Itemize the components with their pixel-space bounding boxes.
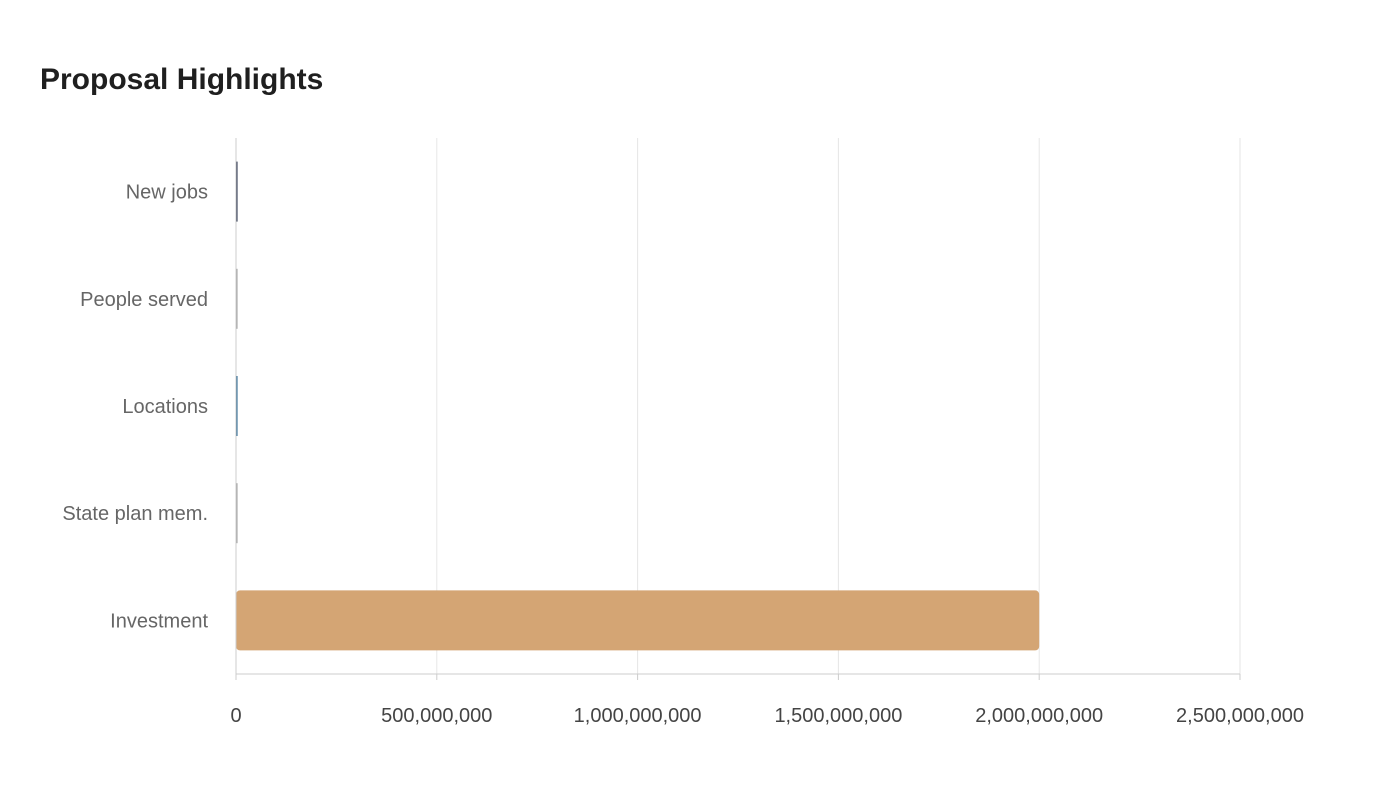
- bar-people-served: [236, 268, 238, 329]
- x-tick-labels: 0 500,000,000 1,000,000,000 1,500,000,000 2,…: [230, 705, 1304, 727]
- category-labels: New jobs People served Locations State plan…: [62, 182, 208, 633]
- category-label: New jobs: [126, 182, 208, 204]
- bar-new-jobs: [236, 161, 238, 222]
- x-tick-label: 1,000,000,000: [574, 705, 702, 727]
- category-label: Locations: [122, 396, 208, 418]
- bar-locations: [236, 376, 238, 436]
- category-label: State plan mem.: [62, 503, 208, 525]
- x-tick-label: 0: [230, 705, 241, 727]
- x-tick-label: 1,500,000,000: [774, 705, 902, 727]
- bar-investment: [236, 590, 1040, 651]
- x-tick-label: 2,500,000,000: [1176, 705, 1304, 727]
- category-label: Investment: [110, 610, 208, 632]
- grid-lines: [436, 138, 1241, 674]
- page-title: Proposal Highlights: [40, 63, 324, 96]
- bars: [236, 161, 1040, 651]
- bar-state-plan-mem: [236, 483, 238, 544]
- x-tick-label: 500,000,000: [381, 705, 492, 727]
- axes: [235, 138, 1241, 680]
- x-tick-label: 2,000,000,000: [975, 705, 1103, 727]
- category-label: People served: [80, 289, 208, 311]
